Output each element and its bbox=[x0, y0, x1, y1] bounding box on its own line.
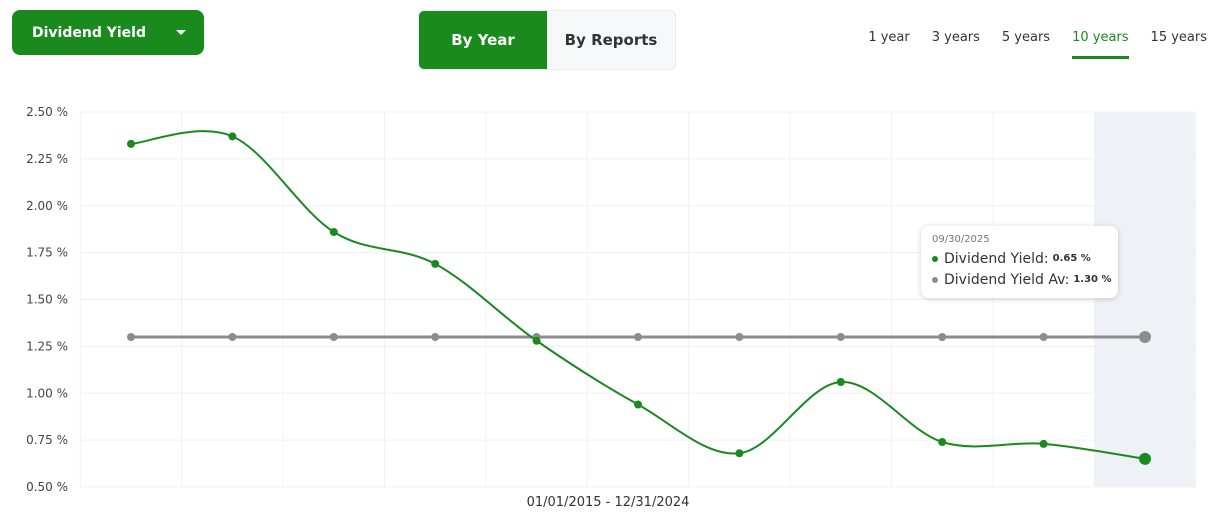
range-tabs: 1 year 3 years 5 years 10 years 15 years bbox=[846, 30, 1207, 59]
y-tick-label: 2.00 % bbox=[26, 199, 68, 213]
data-point-average bbox=[1039, 333, 1048, 341]
data-point-average bbox=[836, 333, 845, 341]
data-point-yield bbox=[532, 336, 541, 345]
y-tick-label: 1.00 % bbox=[26, 386, 68, 400]
data-point-average bbox=[329, 333, 338, 341]
range-tab-1-year[interactable]: 1 year bbox=[868, 30, 910, 45]
tooltip-average-label: Dividend Yield Av: bbox=[944, 271, 1070, 288]
range-tab-15-years[interactable]: 15 years bbox=[1150, 30, 1207, 45]
data-point-average bbox=[1139, 331, 1151, 343]
tooltip-row-average: Dividend Yield Av: 1.30 % bbox=[932, 269, 1112, 290]
data-point-average bbox=[634, 333, 642, 341]
y-tick-label: 2.25 % bbox=[26, 152, 68, 166]
data-point-average bbox=[938, 333, 947, 341]
data-point-average bbox=[127, 333, 135, 341]
x-axis-label: 01/01/2015 - 12/31/2024 bbox=[527, 495, 690, 510]
tooltip-average-value: 1.30 % bbox=[1073, 274, 1112, 285]
range-tab-10-years[interactable]: 10 years bbox=[1072, 30, 1130, 59]
chart-tooltip: 09/30/2025 Dividend Yield: 0.65 % Divide… bbox=[921, 226, 1118, 298]
metric-select-dropdown[interactable]: Dividend Yield bbox=[12, 10, 204, 55]
y-tick-label: 1.75 % bbox=[26, 246, 68, 260]
data-point-average bbox=[735, 333, 744, 341]
range-tab-3-years[interactable]: 3 years bbox=[931, 30, 980, 45]
tooltip-yield-label: Dividend Yield: bbox=[944, 250, 1049, 267]
green-dot-icon bbox=[932, 255, 938, 262]
metric-select-label: Dividend Yield bbox=[32, 24, 146, 41]
y-tick-label: 0.50 % bbox=[26, 480, 68, 494]
tooltip-row-yield: Dividend Yield: 0.65 % bbox=[932, 248, 1107, 269]
gray-dot-icon bbox=[932, 276, 938, 283]
data-point-yield bbox=[431, 259, 440, 268]
chevron-down-icon bbox=[176, 30, 186, 35]
range-tab-5-years[interactable]: 5 years bbox=[1001, 30, 1051, 45]
y-tick-label: 1.25 % bbox=[26, 339, 68, 353]
tooltip-yield-value: 0.65 % bbox=[1052, 253, 1091, 264]
data-point-yield bbox=[938, 438, 947, 446]
mode-toggle: By Year By Reports bbox=[418, 10, 676, 70]
data-point-average bbox=[228, 333, 237, 341]
by-reports-button[interactable]: By Reports bbox=[547, 11, 675, 69]
by-year-button[interactable]: By Year bbox=[419, 11, 547, 69]
data-point-yield bbox=[634, 400, 642, 409]
y-tick-label: 1.50 % bbox=[26, 293, 68, 307]
data-point-yield bbox=[1039, 439, 1048, 448]
data-point-yield bbox=[329, 228, 338, 236]
y-tick-label: 0.75 % bbox=[26, 433, 68, 447]
data-point-yield bbox=[127, 139, 135, 148]
data-point-yield bbox=[735, 449, 744, 458]
y-tick-label: 2.50 % bbox=[26, 105, 68, 119]
data-point-average bbox=[431, 333, 440, 341]
data-point-yield bbox=[836, 378, 845, 386]
data-point-yield bbox=[1139, 452, 1151, 465]
tooltip-date: 09/30/2025 bbox=[932, 234, 990, 245]
data-point-yield bbox=[228, 132, 237, 141]
